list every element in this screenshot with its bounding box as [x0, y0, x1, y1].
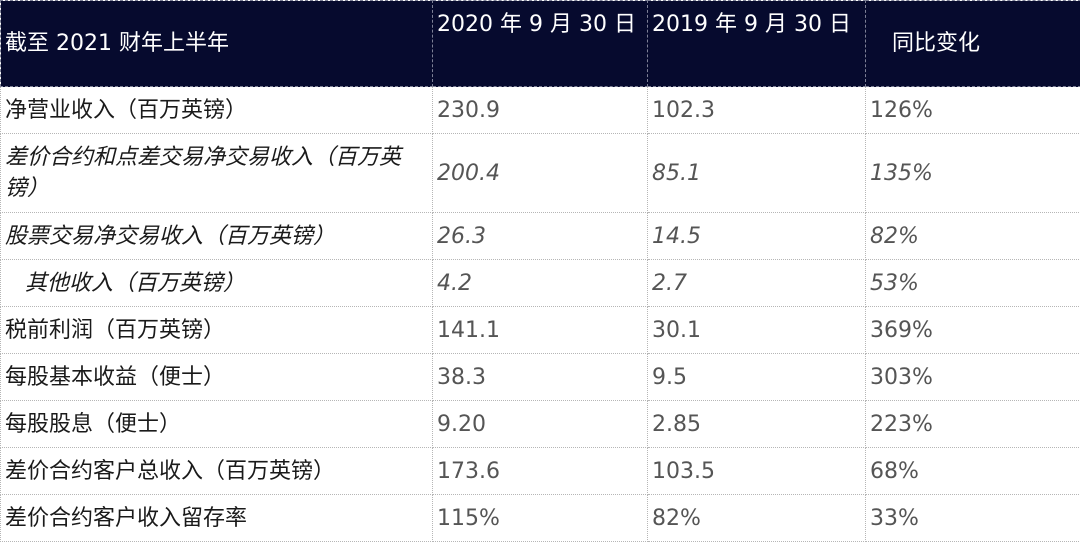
table-row: 差价合约和点差交易净交易收入（百万英镑） 200.4 85.1 135%	[1, 134, 1080, 213]
value-change: 33%	[866, 495, 1080, 542]
header-row: 截至 2021 财年上半年 2020 年 9 月 30 日 2019 年 9 月…	[1, 1, 1080, 87]
value-2019: 102.3	[648, 87, 866, 134]
value-change: 369%	[866, 307, 1080, 354]
row-label: 净营业收入（百万英镑）	[1, 87, 433, 134]
header-2020: 2020 年 9 月 30 日	[433, 1, 648, 87]
value-change: 68%	[866, 448, 1080, 495]
value-2020: 141.1	[433, 307, 648, 354]
table-row: 其他收入（百万英镑） 4.2 2.7 53%	[1, 260, 1080, 307]
value-2019: 9.5	[648, 354, 866, 401]
value-2020: 26.3	[433, 213, 648, 260]
value-2019: 85.1	[648, 134, 866, 213]
value-2019: 82%	[648, 495, 866, 542]
header-change: 同比变化	[866, 1, 1080, 87]
row-label: 其他收入（百万英镑）	[1, 260, 433, 307]
header-period: 截至 2021 财年上半年	[1, 1, 433, 87]
value-2019: 2.7	[648, 260, 866, 307]
value-2019: 14.5	[648, 213, 866, 260]
value-change: 126%	[866, 87, 1080, 134]
row-label: 差价合约客户收入留存率	[1, 495, 433, 542]
value-change: 303%	[866, 354, 1080, 401]
table-row: 税前利润（百万英镑） 141.1 30.1 369%	[1, 307, 1080, 354]
value-2020: 38.3	[433, 354, 648, 401]
table-row: 股票交易净交易收入（百万英镑） 26.3 14.5 82%	[1, 213, 1080, 260]
header-2019: 2019 年 9 月 30 日	[648, 1, 866, 87]
value-2020: 9.20	[433, 401, 648, 448]
value-2019: 2.85	[648, 401, 866, 448]
row-label: 税前利润（百万英镑）	[1, 307, 433, 354]
row-label: 股票交易净交易收入（百万英镑）	[1, 213, 433, 260]
value-2019: 103.5	[648, 448, 866, 495]
row-label: 差价合约客户总收入（百万英镑）	[1, 448, 433, 495]
value-2020: 230.9	[433, 87, 648, 134]
value-2019: 30.1	[648, 307, 866, 354]
value-2020: 200.4	[433, 134, 648, 213]
value-change: 135%	[866, 134, 1080, 213]
row-label: 差价合约和点差交易净交易收入（百万英镑）	[1, 134, 433, 213]
value-change: 53%	[866, 260, 1080, 307]
row-label: 每股股息（便士）	[1, 401, 433, 448]
value-change: 82%	[866, 213, 1080, 260]
row-label: 每股基本收益（便士）	[1, 354, 433, 401]
table-row: 差价合约客户收入留存率 115% 82% 33%	[1, 495, 1080, 542]
value-change: 223%	[866, 401, 1080, 448]
value-2020: 115%	[433, 495, 648, 542]
table-row: 每股基本收益（便士） 38.3 9.5 303%	[1, 354, 1080, 401]
table-row: 净营业收入（百万英镑） 230.9 102.3 126%	[1, 87, 1080, 134]
table-row: 差价合约客户总收入（百万英镑） 173.6 103.5 68%	[1, 448, 1080, 495]
value-2020: 173.6	[433, 448, 648, 495]
value-2020: 4.2	[433, 260, 648, 307]
table-row: 每股股息（便士） 9.20 2.85 223%	[1, 401, 1080, 448]
